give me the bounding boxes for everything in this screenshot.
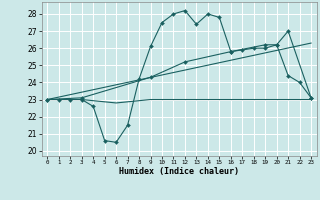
X-axis label: Humidex (Indice chaleur): Humidex (Indice chaleur): [119, 167, 239, 176]
